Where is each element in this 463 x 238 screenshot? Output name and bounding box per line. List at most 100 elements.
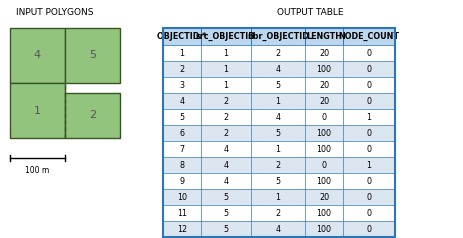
- Text: NODE_COUNT: NODE_COUNT: [338, 32, 400, 41]
- Text: 5: 5: [224, 224, 229, 233]
- Text: 2: 2: [224, 113, 229, 122]
- Bar: [163, 77, 201, 93]
- Text: 11: 11: [177, 208, 187, 218]
- Bar: [343, 109, 395, 125]
- Bar: [201, 173, 251, 189]
- Text: 100 m: 100 m: [25, 166, 50, 175]
- Text: 5: 5: [180, 113, 185, 122]
- Bar: [251, 173, 305, 189]
- Text: 100: 100: [317, 177, 332, 185]
- Bar: [201, 189, 251, 205]
- Text: 4: 4: [224, 160, 229, 169]
- Bar: [10, 83, 65, 138]
- Text: 1: 1: [224, 64, 229, 74]
- Bar: [305, 173, 343, 189]
- Text: 4: 4: [275, 64, 281, 74]
- Bar: [305, 189, 343, 205]
- Text: 1: 1: [275, 96, 281, 105]
- Text: 20: 20: [319, 80, 329, 89]
- Text: 100: 100: [317, 129, 332, 138]
- Bar: [201, 157, 251, 173]
- Text: 5: 5: [275, 129, 281, 138]
- Text: 0: 0: [367, 49, 371, 58]
- Text: OUTPUT TABLE: OUTPUT TABLE: [277, 8, 343, 17]
- Bar: [65, 28, 120, 83]
- Text: 1: 1: [367, 113, 371, 122]
- Text: 0: 0: [367, 224, 371, 233]
- Text: 1: 1: [275, 144, 281, 154]
- Bar: [343, 77, 395, 93]
- Text: 1: 1: [224, 80, 229, 89]
- Bar: [201, 125, 251, 141]
- Bar: [251, 205, 305, 221]
- Bar: [163, 28, 201, 45]
- Bar: [201, 205, 251, 221]
- Text: 0: 0: [367, 177, 371, 185]
- Text: 8: 8: [180, 160, 184, 169]
- Text: 0: 0: [321, 160, 326, 169]
- Bar: [343, 125, 395, 141]
- Bar: [163, 205, 201, 221]
- Bar: [305, 77, 343, 93]
- Text: 1: 1: [180, 49, 184, 58]
- Bar: [163, 221, 201, 237]
- Bar: [343, 221, 395, 237]
- Bar: [201, 141, 251, 157]
- Text: 4: 4: [275, 224, 281, 233]
- Bar: [251, 221, 305, 237]
- Bar: [251, 45, 305, 61]
- Bar: [163, 125, 201, 141]
- Text: 0: 0: [321, 113, 326, 122]
- Bar: [201, 45, 251, 61]
- Bar: [251, 141, 305, 157]
- Text: 0: 0: [367, 129, 371, 138]
- Text: 0: 0: [367, 96, 371, 105]
- Bar: [251, 189, 305, 205]
- Text: 2: 2: [89, 110, 96, 120]
- Text: 10: 10: [177, 193, 187, 202]
- Bar: [163, 28, 395, 237]
- Text: 1: 1: [367, 160, 371, 169]
- Text: OBJECTID *: OBJECTID *: [157, 32, 206, 41]
- Bar: [305, 28, 343, 45]
- Bar: [163, 173, 201, 189]
- Bar: [201, 28, 251, 45]
- Text: 2: 2: [224, 96, 229, 105]
- Bar: [251, 61, 305, 77]
- Text: 2: 2: [275, 208, 281, 218]
- Text: 5: 5: [224, 208, 229, 218]
- Bar: [343, 205, 395, 221]
- Text: 4: 4: [275, 113, 281, 122]
- Text: 3: 3: [180, 80, 184, 89]
- Text: 0: 0: [367, 64, 371, 74]
- Bar: [305, 109, 343, 125]
- Text: 0: 0: [367, 144, 371, 154]
- Bar: [305, 125, 343, 141]
- Text: 1: 1: [34, 105, 41, 115]
- Bar: [305, 61, 343, 77]
- Text: 7: 7: [180, 144, 185, 154]
- Text: 12: 12: [177, 224, 187, 233]
- Text: 100: 100: [317, 144, 332, 154]
- Text: 2: 2: [275, 49, 281, 58]
- Bar: [163, 189, 201, 205]
- Bar: [65, 93, 120, 138]
- Text: 2: 2: [275, 160, 281, 169]
- Bar: [343, 28, 395, 45]
- Text: 0: 0: [367, 80, 371, 89]
- Text: nbr_OBJECTID: nbr_OBJECTID: [247, 32, 309, 41]
- Text: src_OBJECTID: src_OBJECTID: [196, 32, 256, 41]
- Bar: [201, 61, 251, 77]
- Text: 5: 5: [89, 50, 96, 60]
- Text: 4: 4: [34, 50, 41, 60]
- Text: 20: 20: [319, 49, 329, 58]
- Text: 4: 4: [224, 177, 229, 185]
- Bar: [163, 141, 201, 157]
- Text: 0: 0: [367, 208, 371, 218]
- Bar: [343, 45, 395, 61]
- Text: 20: 20: [319, 96, 329, 105]
- Bar: [201, 221, 251, 237]
- Bar: [201, 109, 251, 125]
- Text: 9: 9: [180, 177, 185, 185]
- Text: 4: 4: [180, 96, 184, 105]
